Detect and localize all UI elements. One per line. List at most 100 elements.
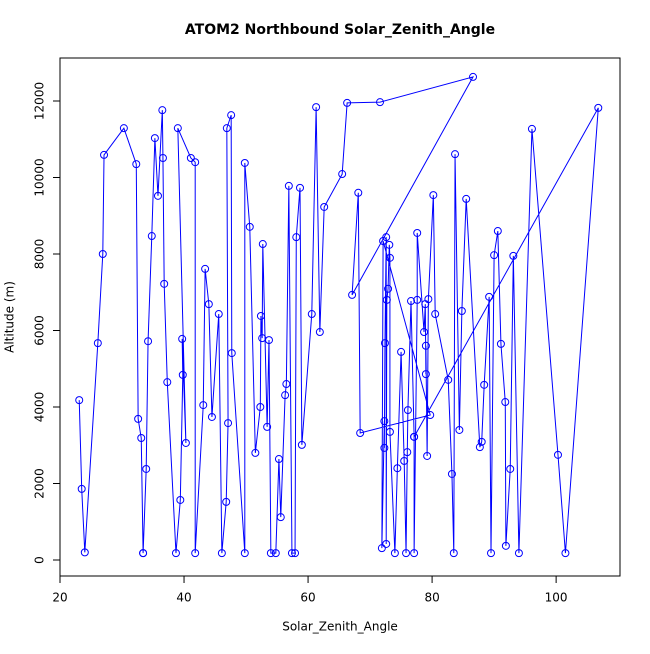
data-point [284,181,293,190]
data-point [506,464,515,473]
data-point [338,170,347,179]
data-point [153,191,162,200]
data-point [403,448,412,457]
data-point [134,414,143,423]
data-point [119,124,128,133]
data-point [264,336,273,345]
data-point [312,103,321,112]
data-point [245,222,254,231]
data-point [178,334,187,343]
data-point [258,240,267,249]
data-point [276,513,285,522]
data-point [274,455,283,464]
data-point [240,158,249,167]
data-point [139,549,148,558]
data-point [447,469,456,478]
data-point [410,432,419,441]
data-point [158,153,167,162]
data-line [78,76,599,554]
data-point [227,349,236,358]
data-point [354,188,363,197]
data-point [158,106,167,115]
data-point [142,464,151,473]
data-point [410,549,419,558]
data-point [480,380,489,389]
data-point [421,341,430,350]
y-tick-label: 0 [33,556,47,564]
data-point [150,134,159,143]
data-point [496,339,505,348]
data-point [77,484,86,493]
data-point [222,124,231,133]
data-point [382,539,391,548]
data-point [451,150,460,159]
data-point [176,495,185,504]
data-point [144,337,153,346]
data-point [75,396,84,405]
data-point [178,370,187,379]
data-point [429,191,438,200]
data-point [385,253,394,262]
data-point [171,549,180,558]
data-point [181,438,190,447]
y-tick-label: 4000 [33,392,47,423]
data-point [501,541,510,550]
y-tick-label: 10000 [33,158,47,196]
data-point [147,232,156,241]
x-tick-label: 80 [424,591,439,605]
data-point [457,306,466,315]
data-point [356,429,365,438]
data-point [320,202,329,211]
data-point [413,228,422,237]
chart-title: ATOM2 Northbound Solar_Zenith_Angle [185,22,495,38]
data-point [407,297,416,306]
data-point [485,292,494,301]
data-point [137,433,146,442]
data-point [400,456,409,465]
data-point [382,295,391,304]
data-point [292,233,301,242]
data-point [431,310,440,319]
data-point [493,227,502,236]
data-point [426,411,435,420]
data-point [477,437,486,446]
y-tick-label: 12000 [33,82,47,120]
data-point [251,448,260,457]
data-point [93,339,102,348]
data-point [397,347,406,356]
x-tick-label: 40 [176,591,191,605]
data-point [377,544,386,553]
data-point [382,233,391,242]
data-point [132,160,141,169]
data-point [385,427,394,436]
data-point [348,290,357,299]
data-point [509,251,518,260]
data-point [191,549,200,558]
data-point [384,284,393,293]
data-point [402,549,411,558]
data-point [421,370,430,379]
data-point [281,391,290,400]
data-point [98,250,107,258]
data-point [462,194,471,203]
data-point [222,497,231,506]
data-point [424,295,433,304]
y-tick-label: 2000 [33,468,47,499]
data-point [475,443,484,452]
data-point [282,380,291,389]
data-point [80,548,89,557]
data-point [256,311,265,320]
data-point [403,406,412,415]
data-point [199,401,208,410]
data-point [201,264,210,273]
data-point [490,251,499,260]
y-tick-label: 8000 [33,239,47,270]
data-point [469,72,478,81]
y-tick-label: 6000 [33,315,47,346]
data-point [449,549,458,558]
data-point [263,422,272,431]
data-point [413,295,422,304]
data-point [420,328,429,337]
data-point [296,183,304,192]
